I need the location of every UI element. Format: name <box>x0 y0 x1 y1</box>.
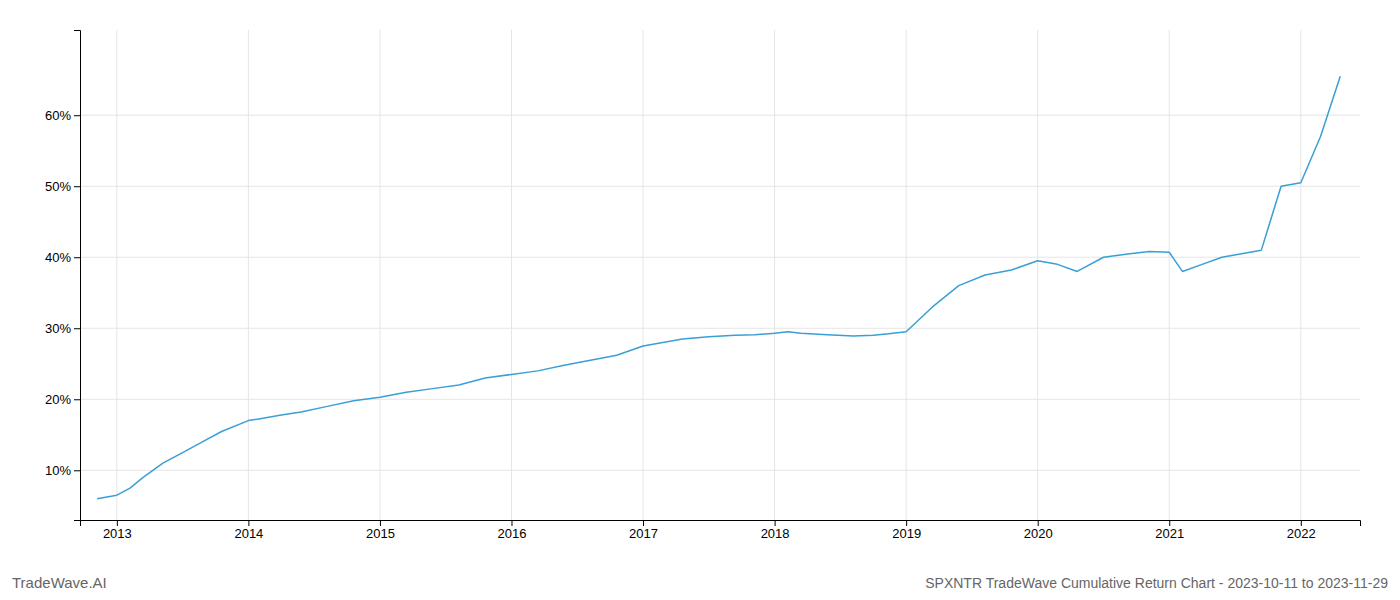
x-axis-line <box>81 521 1361 527</box>
y-tick: 50% <box>45 179 80 194</box>
x-tick-label: 2021 <box>1155 526 1184 541</box>
chart: 2013 2014 2015 2016 2017 2018 2019 2020 2021 2022… <box>0 0 1400 600</box>
y-tick-label: 60% <box>45 108 71 123</box>
grid-line-x <box>1037 30 1038 520</box>
annotation: TradeWave.AI <box>12 574 107 591</box>
y-tick: 60% <box>45 108 80 123</box>
y-tick-mark <box>74 328 80 329</box>
plot-area <box>97 76 1340 499</box>
x-tick-mark <box>380 520 381 526</box>
grid-line-y <box>80 328 1360 329</box>
y-tick: 30% <box>45 321 80 336</box>
y-tick-label: 20% <box>45 392 71 407</box>
x-tick-label: 2015 <box>366 526 395 541</box>
grid-line-x <box>1169 30 1170 520</box>
y-tick-label: 30% <box>45 321 71 336</box>
data-line <box>97 76 1340 499</box>
x-tick: 2020 <box>1024 520 1053 541</box>
title: SPXNTR TradeWave Cumulative Return Chart… <box>925 575 1388 591</box>
x-tick-mark <box>117 520 118 526</box>
grid <box>80 30 1360 520</box>
x-tick: 2016 <box>498 520 527 541</box>
x-tick-mark <box>906 520 907 526</box>
x-tick: 2013 <box>103 520 132 541</box>
grid-line-y <box>80 115 1360 116</box>
x-tick-mark <box>643 520 644 526</box>
x-tick: 2018 <box>761 520 790 541</box>
x-tick-mark <box>1301 520 1302 526</box>
y-tick-label: 10% <box>45 463 71 478</box>
y-axis: 10% 20% 30% 40% 50% 60% <box>45 31 81 521</box>
x-tick-label: 2013 <box>103 526 132 541</box>
x-tick-mark <box>511 520 512 526</box>
x-tick-label: 2018 <box>761 526 790 541</box>
x-tick-label: 2019 <box>892 526 921 541</box>
x-tick: 2019 <box>892 520 921 541</box>
x-tick-label: 2016 <box>498 526 527 541</box>
x-tick-mark <box>248 520 249 526</box>
y-tick: 40% <box>45 250 80 265</box>
grid-line-y <box>80 186 1360 187</box>
grid-line-x <box>643 30 644 520</box>
y-axis-line <box>74 31 81 521</box>
y-tick-mark <box>74 186 80 187</box>
x-tick-label: 2014 <box>234 526 263 541</box>
x-tick: 2022 <box>1287 520 1316 541</box>
grid-line-x <box>511 30 512 520</box>
x-tick-label: 2017 <box>629 526 658 541</box>
y-tick-mark <box>74 115 80 116</box>
grid-line-x <box>774 30 775 520</box>
grid-line-y <box>80 257 1360 258</box>
y-tick-label: 40% <box>45 250 71 265</box>
x-tick-label: 2020 <box>1024 526 1053 541</box>
x-tick: 2015 <box>366 520 395 541</box>
grid-line-x <box>906 30 907 520</box>
y-tick-mark <box>74 470 80 471</box>
x-tick: 2021 <box>1155 520 1184 541</box>
y-tick: 20% <box>45 392 80 407</box>
grid-line-y <box>80 470 1360 471</box>
x-tick-mark <box>775 520 776 526</box>
x-tick: 2014 <box>234 520 263 541</box>
y-tick-label: 50% <box>45 179 71 194</box>
y-tick-mark <box>74 399 80 400</box>
y-tick: 10% <box>45 463 80 478</box>
x-tick-label: 2022 <box>1287 526 1316 541</box>
grid-line-y <box>80 399 1360 400</box>
grid-line-x <box>379 30 380 520</box>
x-tick-mark <box>1169 520 1170 526</box>
grid-line-x <box>1300 30 1301 520</box>
x-tick-mark <box>1038 520 1039 526</box>
y-tick-mark <box>74 257 80 258</box>
grid-line-x <box>116 30 117 520</box>
x-axis: 2013 2014 2015 2016 2017 2018 2019 2020 2021 2022 <box>81 520 1361 541</box>
grid-line-x <box>248 30 249 520</box>
x-tick: 2017 <box>629 520 658 541</box>
